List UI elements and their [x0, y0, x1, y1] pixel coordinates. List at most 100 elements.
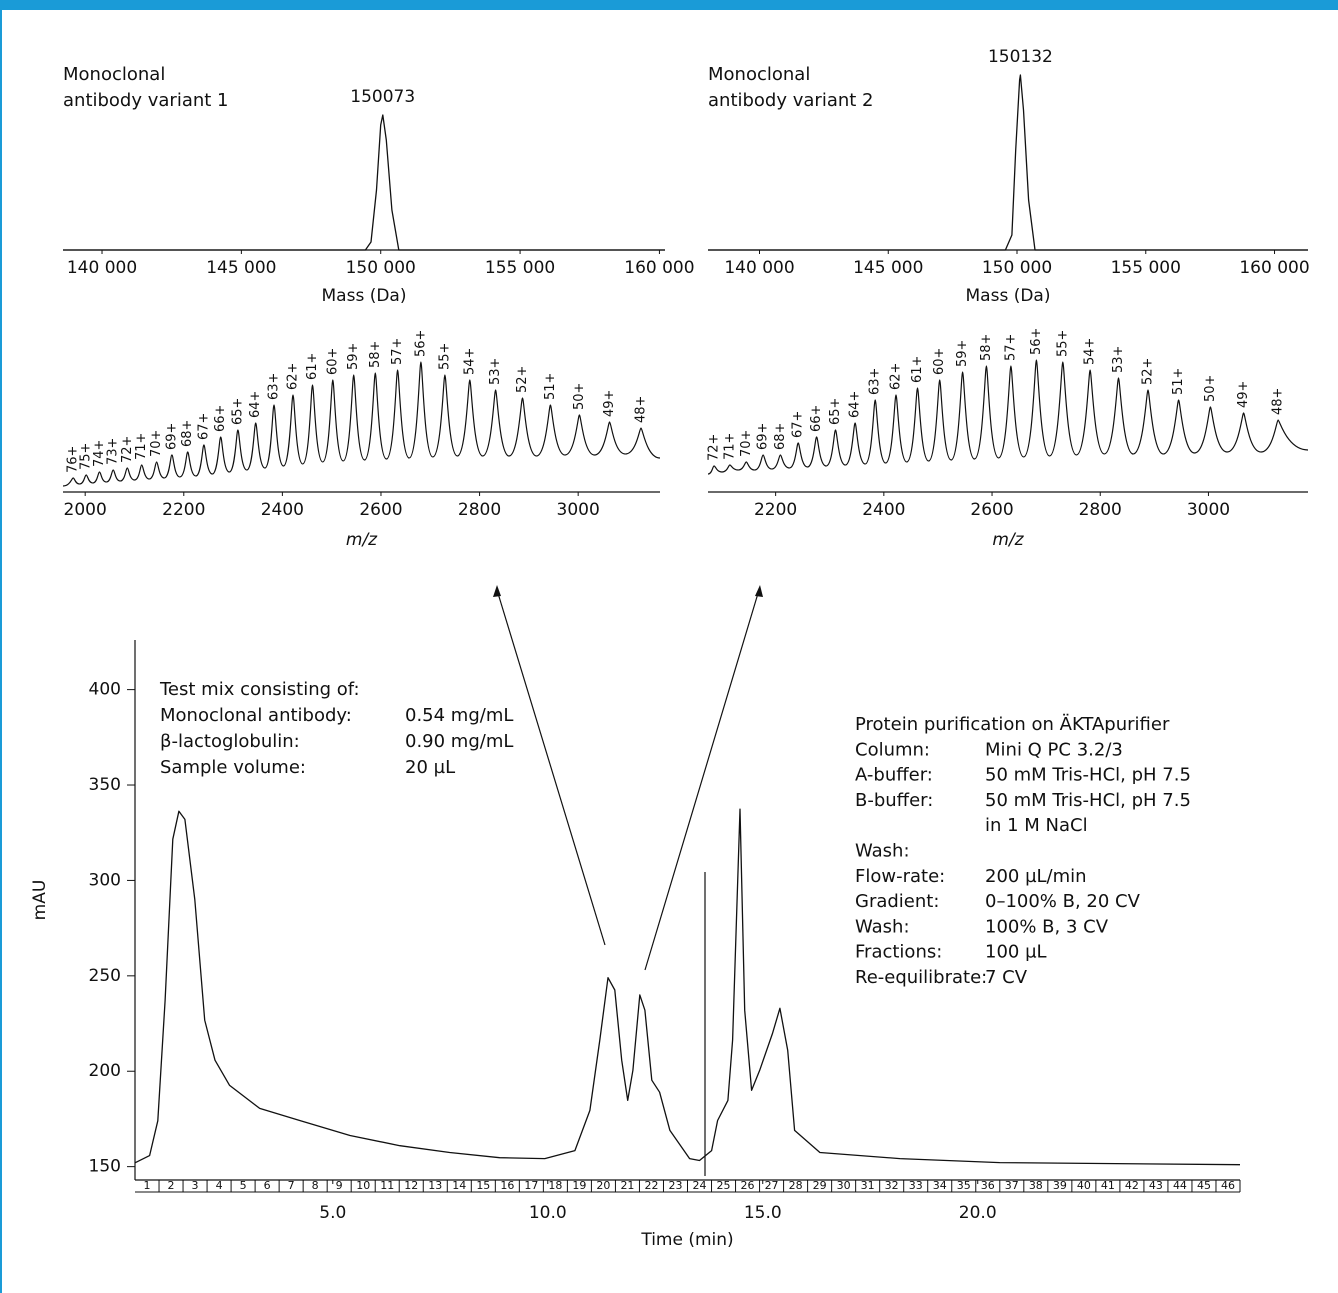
fraction-label: 45: [1197, 1179, 1211, 1192]
peak: [1103, 377, 1134, 455]
charge-label: 65+: [230, 398, 245, 425]
fraction-label: 3: [192, 1179, 199, 1192]
charge-label: 57+: [390, 338, 405, 365]
arrow-head: [493, 585, 501, 597]
charge-label: 59+: [346, 343, 361, 370]
peak: [771, 454, 790, 470]
charge-label: 65+: [828, 398, 843, 425]
charge-label: 66+: [213, 405, 228, 432]
peak: [594, 421, 626, 456]
x-tick-label: 5.0: [319, 1203, 346, 1223]
fraction-label: 15: [476, 1179, 490, 1192]
fraction-label: 33: [909, 1179, 923, 1192]
fraction-label: 22: [644, 1179, 658, 1192]
peak: [482, 389, 510, 457]
charge-label: 49+: [1236, 381, 1251, 408]
fraction-label: 44: [1173, 1179, 1187, 1192]
charge-label: 64+: [848, 391, 863, 418]
block-value: 7 CV: [985, 967, 1028, 988]
x-tick-label: 15.0: [744, 1203, 782, 1223]
block-value: 0.54 mg/mL: [405, 705, 513, 726]
charge-label: 50+: [1203, 375, 1218, 402]
chart-title: Monoclonal antibody variant 2: [708, 64, 874, 111]
fraction-label: 6: [264, 1179, 271, 1192]
x-tick-label: 2800: [1079, 500, 1122, 520]
fraction-label: 28: [789, 1179, 803, 1192]
fraction-label: 7: [288, 1179, 295, 1192]
block-value: 100% B, 3 CV: [985, 916, 1109, 937]
peak: [62, 477, 80, 487]
charge-label: 69+: [164, 423, 179, 450]
peak: [322, 379, 344, 463]
x-tick-label: 160 000: [1239, 258, 1309, 278]
block-label: Column:: [855, 739, 930, 760]
block-label: Monoclonal antibody:: [160, 705, 352, 726]
x-axis-label: m/z: [992, 530, 1024, 550]
y-tick-label: 250: [89, 966, 121, 986]
peak: [228, 429, 248, 473]
charge-label: 70+: [149, 430, 164, 457]
fraction-label: 16: [500, 1179, 514, 1192]
block-label: Sample volume:: [160, 757, 306, 778]
x-tick-label: 2400: [261, 500, 304, 520]
x-tick-label: 2800: [458, 500, 501, 520]
block-label: Re-equilibrate:: [855, 967, 987, 988]
peak: [134, 464, 150, 481]
block-value: Mini Q PC 3.2/3: [985, 739, 1123, 760]
peak: [79, 474, 93, 485]
x-axis-label: Mass (Da): [322, 286, 407, 306]
fraction-label: 38: [1029, 1179, 1043, 1192]
charge-label: 61+: [910, 356, 925, 383]
fraction-label: 32: [885, 1179, 899, 1192]
x-tick-label: 2600: [970, 500, 1013, 520]
arrow: [496, 589, 606, 946]
peak: [738, 461, 755, 471]
fraction-label: 25: [717, 1179, 731, 1192]
charge-label: 62+: [889, 363, 904, 390]
charge-label: 68+: [773, 423, 788, 450]
peak: [1049, 361, 1077, 457]
block-label: β-lactoglobulin:: [160, 731, 300, 752]
fraction-label: 40: [1077, 1179, 1091, 1192]
charge-label: 66+: [809, 405, 824, 432]
charge-label: 58+: [368, 341, 383, 368]
block-label: Wash:: [855, 916, 910, 937]
charge-label: 64+: [248, 391, 263, 418]
fraction-label: 29: [813, 1179, 827, 1192]
block-label: B-buffer:: [855, 790, 933, 811]
fraction-label: 27: [765, 1179, 779, 1192]
fraction-label: 10: [356, 1179, 370, 1192]
fraction-label: 21: [620, 1179, 634, 1192]
fraction-label: 9: [336, 1179, 343, 1192]
x-axis-label: Time (min): [640, 1230, 733, 1250]
fraction-label: 23: [668, 1179, 682, 1192]
x-tick-label: 2600: [359, 500, 402, 520]
x-tick-label: 20.0: [959, 1203, 997, 1223]
x-tick-label: 2400: [862, 500, 905, 520]
block-title: Protein purification on ÄKTApurifier: [855, 714, 1170, 735]
fraction-label: 39: [1053, 1179, 1067, 1192]
charge-label: 48+: [1271, 388, 1286, 415]
block-label: Wash:: [855, 841, 910, 862]
x-tick-label: 2200: [754, 500, 797, 520]
peak: [1075, 369, 1105, 456]
charge-label: 50+: [572, 383, 587, 410]
x-tick-label: 3000: [1187, 500, 1230, 520]
block-label: A-buffer:: [855, 765, 933, 786]
peak: [456, 379, 484, 457]
trace: [708, 74, 1308, 251]
peak: [264, 404, 285, 469]
block-value: 0.90 mg/mL: [405, 731, 513, 752]
fraction-label: 18: [548, 1179, 562, 1192]
peak: [536, 404, 566, 457]
fraction-label: 26: [741, 1179, 755, 1192]
fraction-label: 35: [957, 1179, 971, 1192]
peak: [564, 414, 595, 456]
peak: [1163, 399, 1195, 455]
fraction-label: 1: [144, 1179, 151, 1192]
fraction-label: 36: [981, 1179, 995, 1192]
peak: [825, 429, 846, 467]
peak: [408, 361, 434, 459]
fraction-label: 13: [428, 1179, 442, 1192]
charge-label: 70+: [739, 430, 754, 457]
